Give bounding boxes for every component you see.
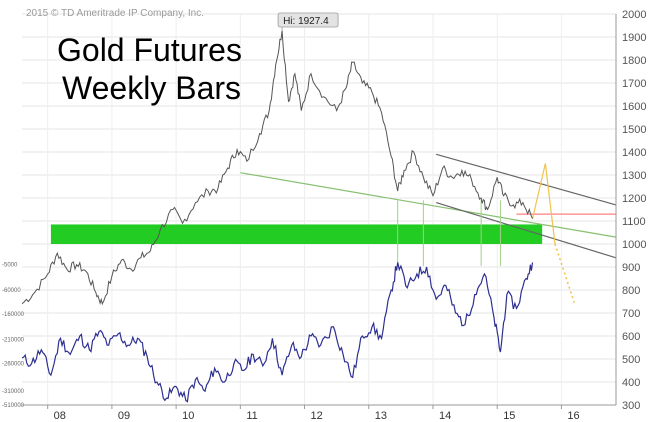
projection-up xyxy=(531,163,546,219)
y-tick-1600: 1600 xyxy=(622,101,646,113)
y-tick-1400: 1400 xyxy=(622,147,646,159)
y-tick-700: 700 xyxy=(622,308,640,320)
x-axis: 08 09 10 11 12 13 14 15 16 xyxy=(22,404,616,422)
hi-label-box xyxy=(277,12,339,28)
left-y-axis: -5000 -60000 -160000 -210000 -260000 -310000 -… xyxy=(2,263,25,409)
projection-dotted xyxy=(554,243,576,303)
lower-channel-line xyxy=(436,202,617,259)
y-tick-1300: 1300 xyxy=(622,170,646,182)
x-tick-13: 13 xyxy=(375,410,387,422)
hi-label-text: Hi: 1927.4 xyxy=(283,16,329,27)
y-tick-400: 400 xyxy=(622,377,640,389)
left-tick-1: -60000 xyxy=(2,288,21,294)
series-layer xyxy=(21,30,534,403)
x-tick-10: 10 xyxy=(182,410,194,422)
x-tick-15: 15 xyxy=(503,410,515,422)
left-tick-5: -310000 xyxy=(2,389,25,395)
x-tick-12: 12 xyxy=(311,410,323,422)
y-tick-1000: 1000 xyxy=(622,239,646,251)
y-tick-1900: 1900 xyxy=(622,32,646,44)
y-tick-1500: 1500 xyxy=(622,124,646,136)
left-tick-6: -510000 xyxy=(2,403,25,409)
gold-price-line xyxy=(21,30,533,306)
projection-down xyxy=(544,163,556,245)
title-line-2: Weekly Bars xyxy=(62,70,241,106)
right-y-axis: 300 400 500 600 700 800 900 1000 1100 1200 1300 140… xyxy=(615,9,646,412)
x-tick-14: 14 xyxy=(439,410,451,422)
y-tick-600: 600 xyxy=(622,331,640,343)
left-tick-0: -5000 xyxy=(2,263,18,269)
chart-title: Gold Futures Weekly Bars xyxy=(57,32,242,106)
y-tick-1200: 1200 xyxy=(622,193,646,205)
title-line-1: Gold Futures xyxy=(57,32,242,68)
x-tick-09: 09 xyxy=(118,410,130,422)
x-tick-08: 08 xyxy=(54,410,66,422)
y-tick-2000: 2000 xyxy=(622,9,646,21)
y-tick-1700: 1700 xyxy=(622,78,646,90)
connector-lines-layer xyxy=(397,200,501,266)
left-tick-3: -210000 xyxy=(2,337,25,343)
support-zone xyxy=(50,224,543,244)
y-tick-900: 900 xyxy=(622,262,640,274)
x-tick-16: 16 xyxy=(567,410,579,422)
y-tick-1100: 1100 xyxy=(622,216,646,228)
x-tick-11: 11 xyxy=(246,410,257,422)
support-zone-layer xyxy=(50,224,543,244)
copyright: 2015 © TD Ameritrade IP Company, Inc. xyxy=(26,8,204,19)
y-tick-300: 300 xyxy=(622,400,640,412)
cot-indicator-line xyxy=(21,262,534,403)
trend-lines-layer xyxy=(240,153,617,303)
upper-channel-line xyxy=(436,153,617,206)
y-tick-500: 500 xyxy=(622,354,640,366)
left-tick-4: -260000 xyxy=(2,362,25,368)
y-tick-800: 800 xyxy=(622,285,640,297)
left-tick-2: -160000 xyxy=(2,312,25,318)
hi-annotation: Hi: 1927.4 xyxy=(277,12,339,31)
y-tick-1800: 1800 xyxy=(622,55,646,67)
